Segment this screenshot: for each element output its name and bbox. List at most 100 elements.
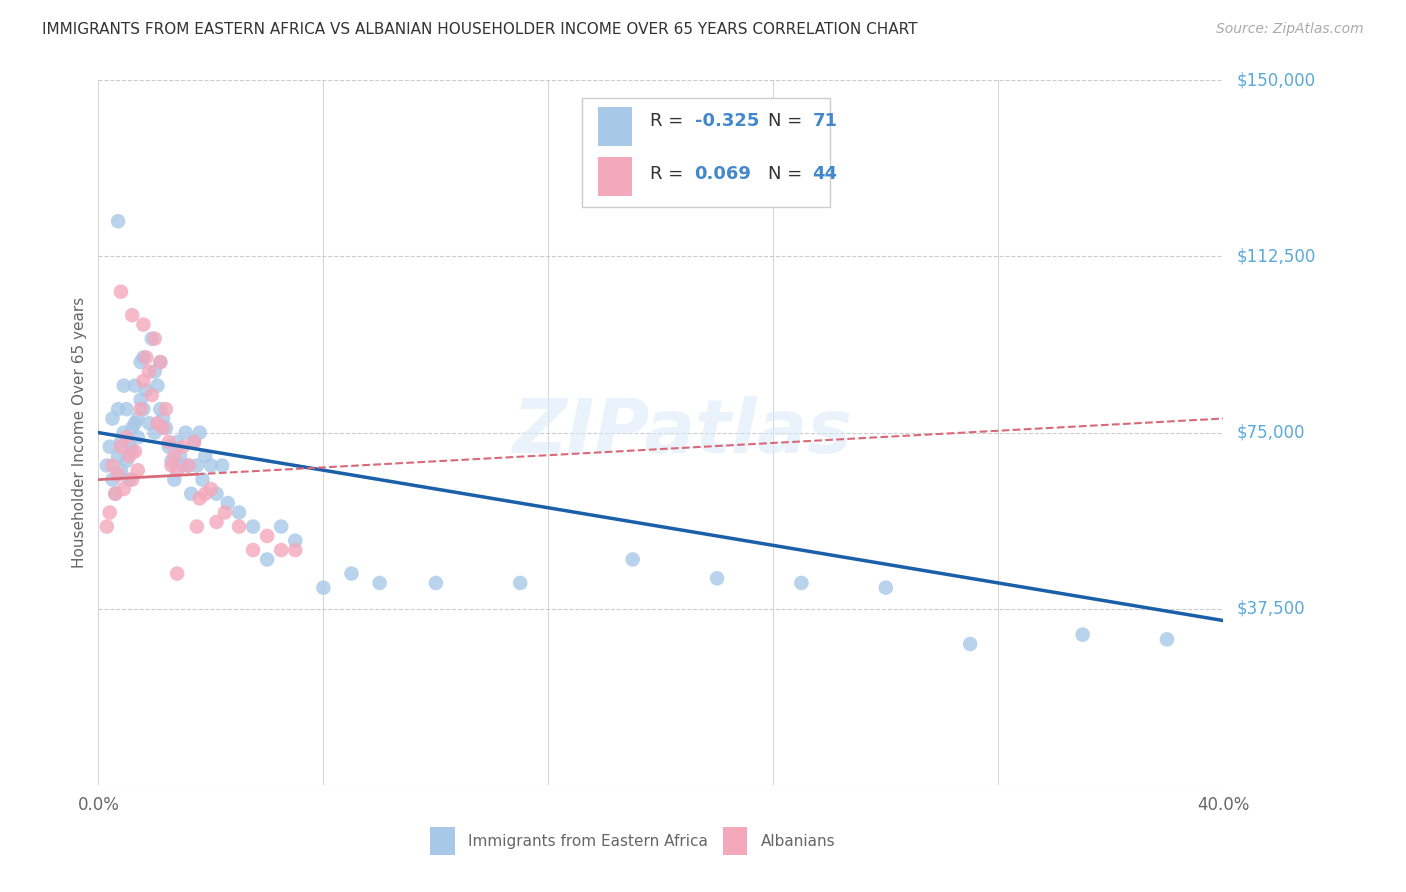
Bar bbox=[430, 827, 456, 855]
Text: N =: N = bbox=[768, 165, 807, 183]
Point bbox=[146, 378, 169, 392]
Point bbox=[96, 458, 118, 473]
Text: Albanians: Albanians bbox=[761, 834, 835, 849]
Point bbox=[959, 637, 981, 651]
Point bbox=[121, 473, 143, 487]
Point bbox=[152, 411, 174, 425]
Point bbox=[169, 449, 191, 463]
Point bbox=[242, 543, 264, 558]
FancyBboxPatch shape bbox=[582, 98, 830, 207]
Point bbox=[118, 440, 141, 454]
Point bbox=[160, 458, 183, 473]
Point bbox=[115, 454, 138, 468]
Point bbox=[110, 435, 132, 450]
Point bbox=[214, 506, 236, 520]
Point bbox=[1071, 627, 1094, 641]
Point bbox=[312, 581, 335, 595]
Point bbox=[110, 285, 132, 299]
Point bbox=[129, 402, 152, 417]
Point bbox=[157, 435, 180, 450]
Point bbox=[172, 440, 194, 454]
Point bbox=[163, 473, 186, 487]
Point bbox=[124, 378, 146, 392]
Point bbox=[163, 449, 186, 463]
Point bbox=[200, 458, 222, 473]
Point bbox=[157, 440, 180, 454]
Bar bbox=[598, 158, 631, 196]
Point bbox=[127, 430, 149, 444]
Point bbox=[110, 440, 132, 454]
Point bbox=[875, 581, 897, 595]
Point bbox=[177, 458, 200, 473]
Point bbox=[135, 351, 157, 365]
Point bbox=[186, 519, 208, 533]
Point bbox=[217, 496, 239, 510]
Text: R =: R = bbox=[650, 112, 689, 130]
Point bbox=[166, 463, 188, 477]
Point bbox=[186, 458, 208, 473]
Point bbox=[101, 411, 124, 425]
Point bbox=[166, 435, 188, 450]
Point bbox=[155, 421, 177, 435]
Point bbox=[194, 486, 217, 500]
Text: ZIPatlas: ZIPatlas bbox=[513, 396, 853, 469]
Point bbox=[107, 402, 129, 417]
Point bbox=[200, 482, 222, 496]
Point bbox=[112, 378, 135, 392]
Point bbox=[143, 332, 166, 346]
Point bbox=[706, 571, 728, 585]
Point bbox=[107, 467, 129, 482]
Text: Immigrants from Eastern Africa: Immigrants from Eastern Africa bbox=[468, 834, 709, 849]
Point bbox=[135, 384, 157, 398]
Point bbox=[98, 506, 121, 520]
Point bbox=[509, 576, 531, 591]
Point bbox=[270, 543, 292, 558]
Point bbox=[160, 454, 183, 468]
Point bbox=[188, 491, 211, 506]
Point bbox=[149, 402, 172, 417]
Point bbox=[194, 449, 217, 463]
Point bbox=[143, 425, 166, 440]
Bar bbox=[723, 827, 748, 855]
Point bbox=[115, 430, 138, 444]
Text: 0.069: 0.069 bbox=[695, 165, 751, 183]
Point bbox=[124, 444, 146, 458]
Point bbox=[127, 411, 149, 425]
Point bbox=[129, 392, 152, 407]
Point bbox=[141, 332, 163, 346]
Text: Source: ZipAtlas.com: Source: ZipAtlas.com bbox=[1216, 22, 1364, 37]
Text: IMMIGRANTS FROM EASTERN AFRICA VS ALBANIAN HOUSEHOLDER INCOME OVER 65 YEARS CORR: IMMIGRANTS FROM EASTERN AFRICA VS ALBANI… bbox=[42, 22, 918, 37]
Y-axis label: Householder Income Over 65 years: Householder Income Over 65 years bbox=[72, 297, 87, 568]
Point bbox=[177, 458, 200, 473]
Point bbox=[790, 576, 813, 591]
Point bbox=[138, 416, 160, 430]
Point bbox=[205, 486, 228, 500]
Text: -0.325: -0.325 bbox=[695, 112, 759, 130]
Point bbox=[183, 435, 205, 450]
Point bbox=[138, 365, 160, 379]
Point bbox=[270, 519, 292, 533]
Point bbox=[188, 425, 211, 440]
Point bbox=[155, 402, 177, 417]
Point bbox=[256, 552, 278, 566]
Text: $75,000: $75,000 bbox=[1237, 424, 1306, 442]
Point bbox=[425, 576, 447, 591]
Point bbox=[129, 355, 152, 369]
Point bbox=[228, 519, 250, 533]
Point bbox=[132, 318, 155, 332]
Point bbox=[146, 416, 169, 430]
Point bbox=[118, 473, 141, 487]
Point bbox=[121, 421, 143, 435]
Point bbox=[180, 486, 202, 500]
Point bbox=[112, 482, 135, 496]
Point bbox=[143, 365, 166, 379]
Point bbox=[172, 458, 194, 473]
Point bbox=[191, 473, 214, 487]
Point bbox=[101, 458, 124, 473]
Point bbox=[149, 355, 172, 369]
Point bbox=[340, 566, 363, 581]
Point bbox=[104, 486, 127, 500]
Text: R =: R = bbox=[650, 165, 689, 183]
Point bbox=[368, 576, 391, 591]
Point bbox=[174, 425, 197, 440]
